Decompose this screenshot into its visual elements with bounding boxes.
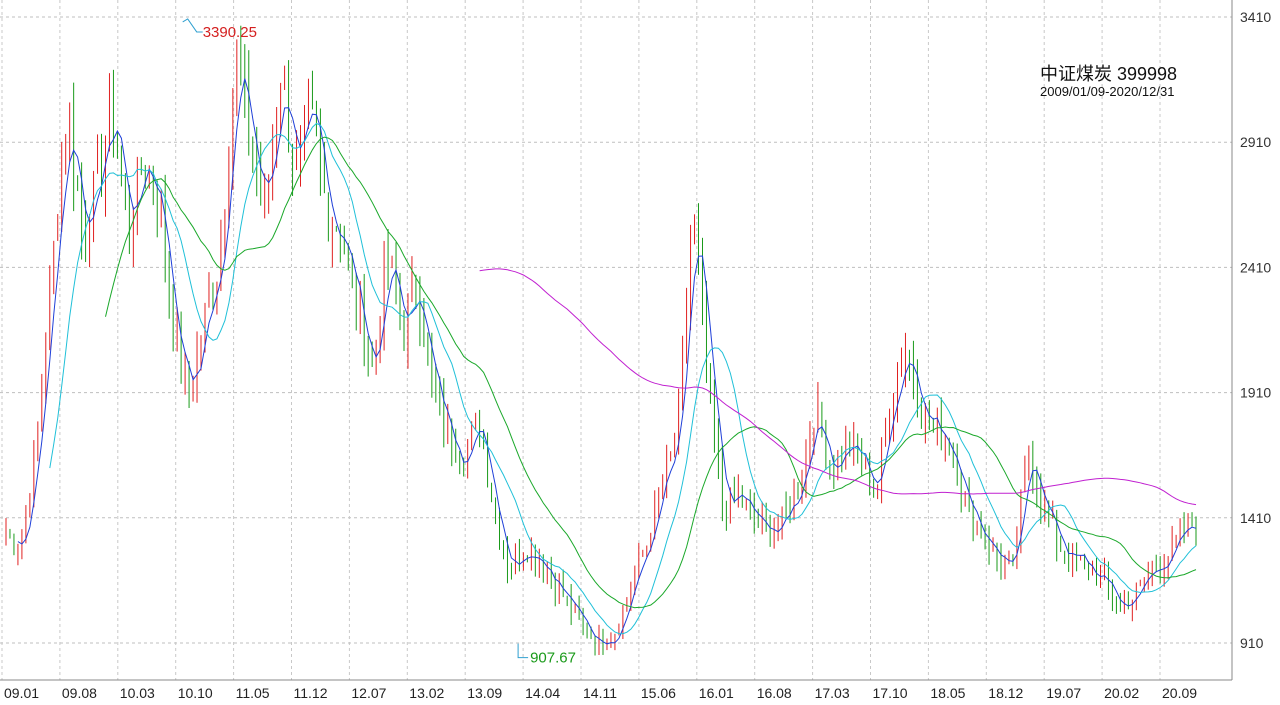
x-tick-label-5: 11.12 (294, 685, 328, 701)
x-tick-label-18: 19.07 (1046, 685, 1081, 701)
x-tick-label-13: 16.08 (757, 685, 792, 701)
chart-title: 中证煤炭 399998 (1040, 64, 1178, 84)
annotations: 3390.25 907.67 (182, 18, 576, 667)
moving-averages (17, 78, 1197, 645)
x-tick-label-10: 14.11 (583, 685, 617, 701)
annotation-max-pointer (182, 18, 203, 33)
y-tick-label-1: 1410 (1240, 510, 1271, 526)
y-axis-labels: 910 1410 1910 2410 2910 3410 (1240, 9, 1271, 651)
x-tick-label-1: 09.08 (62, 685, 97, 701)
x-tick-label-14: 17.03 (815, 685, 850, 701)
x-tick-label-3: 10.10 (178, 685, 213, 701)
x-tick-label-16: 18.05 (930, 685, 965, 701)
x-tick-label-15: 17.10 (873, 685, 908, 701)
x-tick-label-2: 10.03 (120, 685, 155, 701)
ma-cyan-line (49, 122, 1197, 635)
y-tick-label-2: 1910 (1240, 385, 1271, 401)
annotation-min-label: 907.67 (530, 650, 576, 667)
x-tick-label-17: 18.12 (988, 685, 1023, 701)
y-tick-label-5: 3410 (1240, 9, 1271, 25)
x-axis-labels: 09.01 09.08 10.03 10.10 11.05 11.12 12.07 13.02… (4, 685, 1197, 701)
ma-magenta-line (479, 268, 1197, 506)
x-tick-label-20: 20.09 (1162, 685, 1197, 701)
x-tick-label-12: 16.01 (699, 685, 734, 701)
ma-green-line (105, 136, 1197, 609)
annotation-max-label: 3390.25 (203, 24, 257, 41)
grid-lines (0, 0, 1232, 680)
x-tick-label-4: 11.05 (236, 685, 270, 701)
x-tick-label-11: 15.06 (641, 685, 676, 701)
annotation-min-pointer (517, 643, 529, 659)
y-tick-label-3: 2410 (1240, 259, 1271, 275)
x-tick-label-0: 09.01 (4, 685, 39, 701)
y-tick-label-4: 2910 (1240, 134, 1271, 150)
ma-blue-line (17, 78, 1197, 645)
y-tick-label-0: 910 (1240, 635, 1264, 651)
x-tick-label-9: 14.04 (525, 685, 560, 701)
x-tick-label-6: 12.07 (351, 685, 386, 701)
chart-date-range: 2009/01/09-2020/12/31 (1040, 84, 1175, 99)
candlesticks (5, 25, 1197, 656)
axes (0, 0, 1233, 681)
x-tick-label-19: 20.02 (1104, 685, 1139, 701)
x-tick-label-8: 13.09 (467, 685, 502, 701)
x-tick-label-7: 13.02 (409, 685, 444, 701)
